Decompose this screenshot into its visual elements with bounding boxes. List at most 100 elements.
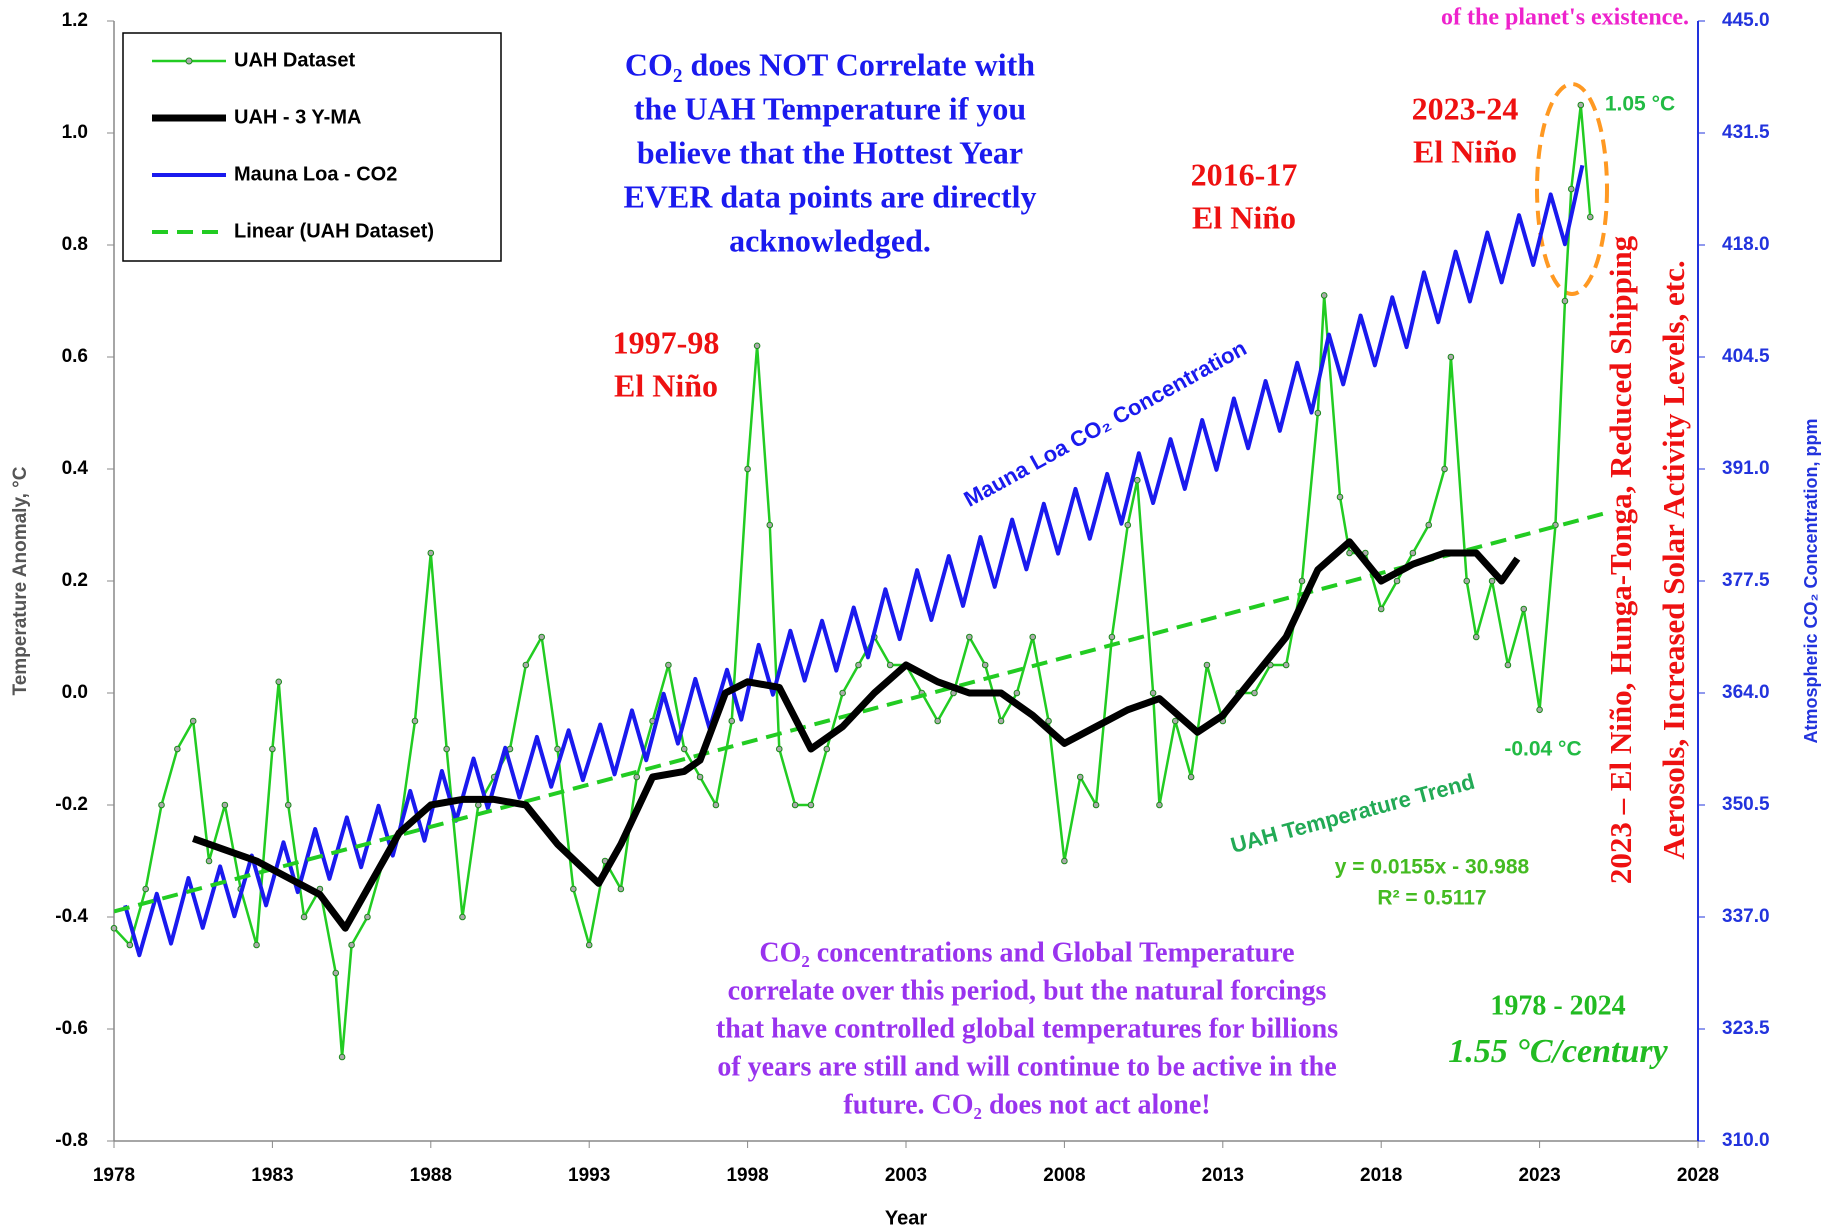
data-point: [1504, 661, 1512, 669]
annotation: acknowledged.: [729, 222, 931, 258]
data-point: [221, 801, 229, 809]
data-point: [775, 745, 783, 753]
data-point: [1520, 605, 1528, 613]
y-tick-label: -0.6: [55, 1018, 88, 1039]
data-point: [1336, 493, 1344, 501]
data-point: [1092, 801, 1100, 809]
data-point: [981, 661, 989, 669]
y2-tick-label: 418.0: [1722, 234, 1770, 255]
data-point: [680, 745, 688, 753]
y2-tick-label: 310.0: [1722, 1130, 1770, 1151]
data-point: [284, 801, 292, 809]
annotation: 1978 - 2024: [1490, 990, 1625, 1021]
annotation: of years are still and will continue to …: [717, 1051, 1336, 1082]
annotation: that have controlled global temperatures…: [716, 1013, 1338, 1044]
y2-tick-label: 364.0: [1722, 682, 1770, 703]
annotation: believe that the Hottest Year: [637, 134, 1023, 170]
series-line: [123, 164, 1585, 958]
annotation: the UAH Temperature if you: [634, 90, 1026, 126]
annotation: y = 0.0155x - 30.988: [1335, 856, 1530, 879]
data-point: [966, 633, 973, 641]
data-point: [459, 913, 466, 921]
data-point: [1314, 409, 1322, 417]
data-point: [1187, 773, 1195, 781]
data-point: [1567, 185, 1575, 193]
data-point: [300, 913, 308, 921]
data-point: [1409, 549, 1417, 557]
data-point: [1472, 633, 1480, 641]
y2-tick-label: 377.5: [1722, 570, 1770, 591]
data-point: [1061, 857, 1068, 865]
annotation: Aerosols, Increased Solar Activity Level…: [1656, 260, 1691, 859]
data-point: [1045, 717, 1052, 725]
x-tick-label: 1993: [568, 1165, 610, 1186]
data-point: [753, 342, 761, 350]
annotation: of the planet's existence.: [1441, 5, 1689, 31]
annotation: CO₂ concentrations and Global Temperatur…: [759, 937, 1294, 968]
data-point: [411, 717, 419, 725]
annotation: El Niño: [1413, 133, 1517, 169]
data-point: [855, 661, 862, 669]
data-point: [744, 465, 751, 473]
data-point: [253, 941, 260, 949]
data-point: [696, 773, 704, 781]
data-point: [997, 717, 1005, 725]
data-point: [522, 661, 530, 669]
legend-label: Mauna Loa - CO2: [234, 163, 397, 185]
data-point: [1203, 661, 1211, 669]
legend-marker: [185, 57, 193, 65]
x-tick-label: 2018: [1360, 1165, 1402, 1186]
data-point: [1251, 689, 1258, 697]
data-point: [791, 801, 799, 809]
annotation: 2016-17: [1191, 156, 1298, 192]
data-point: [1171, 717, 1179, 725]
y-tick-label: 0.0: [62, 682, 88, 703]
data-point: [142, 885, 149, 893]
data-point: [110, 924, 118, 932]
data-point: [617, 885, 625, 893]
data-point: [1124, 521, 1132, 529]
y-axis-label: Temperature Anomaly, °C: [10, 466, 31, 695]
y-tick-label: -0.8: [55, 1130, 88, 1151]
data-point: [1577, 101, 1585, 109]
data-point: [269, 745, 276, 753]
y2-tick-label: 404.5: [1722, 346, 1770, 367]
data-point: [189, 717, 197, 725]
data-point: [1320, 292, 1328, 299]
annotation: EVER data points are directly: [623, 178, 1036, 214]
y-tick-label: 0.8: [62, 234, 88, 255]
data-point: [427, 549, 435, 557]
data-point: [1447, 353, 1455, 361]
data-point: [158, 801, 165, 809]
y2-tick-label: 350.5: [1722, 794, 1770, 815]
legend-label: UAH Dataset: [234, 49, 355, 71]
annotation: correlate over this period, but the natu…: [728, 975, 1327, 1006]
y-tick-label: 1.2: [62, 10, 88, 31]
annotation: UAH Temperature Trend: [1228, 769, 1477, 858]
data-point: [1377, 605, 1385, 613]
x-tick-label: 1983: [251, 1165, 293, 1186]
data-point: [205, 857, 213, 865]
data-point: [338, 1053, 346, 1061]
x-axis-label: Year: [885, 1207, 927, 1229]
y-tick-label: 0.6: [62, 346, 88, 367]
data-point: [570, 885, 577, 893]
annotation: 1997-98: [613, 324, 720, 360]
data-point: [1441, 465, 1448, 473]
data-point: [1425, 521, 1433, 529]
data-point: [1133, 476, 1141, 484]
data-point: [1298, 577, 1306, 585]
legend-label: Linear (UAH Dataset): [234, 220, 434, 242]
legend-label: UAH - 3 Y-MA: [234, 106, 361, 128]
data-point: [443, 745, 450, 753]
y-tick-label: 0.4: [62, 458, 89, 479]
legend-box: [122, 32, 502, 262]
data-point: [1536, 706, 1543, 714]
data-point: [1561, 297, 1569, 305]
data-point: [1488, 577, 1496, 585]
y-tick-label: -0.4: [55, 906, 88, 927]
y-tick-label: 1.0: [62, 122, 88, 143]
x-tick-label: 2028: [1677, 1165, 1719, 1186]
data-point: [1149, 689, 1157, 697]
